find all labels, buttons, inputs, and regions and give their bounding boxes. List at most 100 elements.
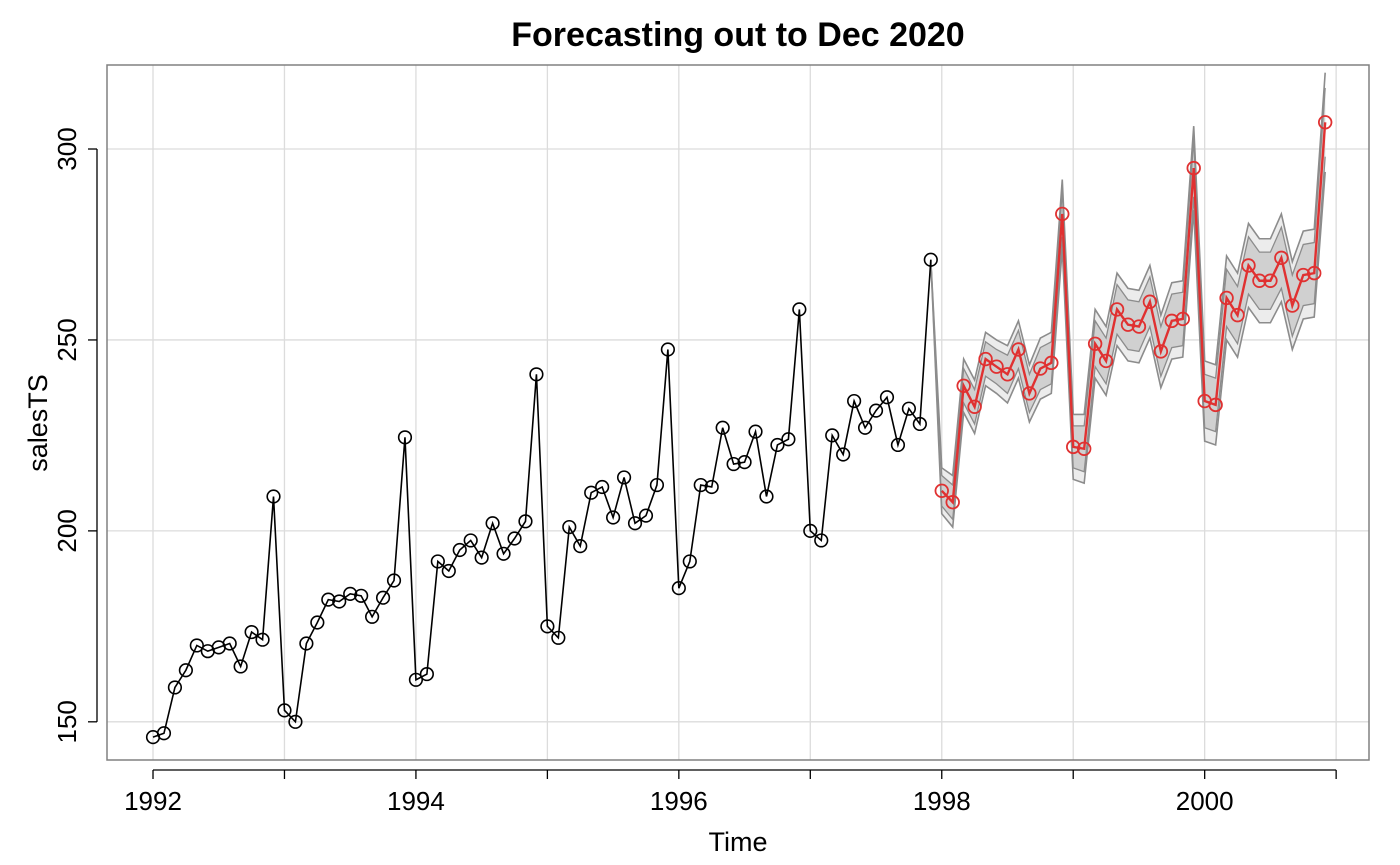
x-axis: 1992 1994 1996 1998 2000 [124,769,1337,816]
observed-point [748,424,763,439]
observed-point [890,437,906,453]
observed-point [803,523,818,538]
observed-point [452,542,467,558]
observed-point [255,632,270,647]
observed-point [595,479,610,495]
observed-point [781,432,796,447]
forecast-point [934,483,949,498]
forecast-point [1033,361,1048,376]
forecast-point [1175,311,1190,327]
forecast-point [1263,273,1278,288]
observed-point [397,430,413,445]
grid-lines [107,65,1369,760]
observed-point [792,302,807,317]
forecast-point [1285,298,1300,313]
band-95-lower [930,171,1326,530]
forecast-point [1274,250,1289,266]
forecast-point [1317,115,1333,130]
band-95-upper [930,72,1326,477]
prediction-interval-80 [930,87,1326,522]
forecast-point [1219,290,1234,306]
observed-point [660,342,675,357]
forecast-point [1131,319,1147,334]
observed-point [693,477,708,493]
forecast-point [956,378,971,393]
observed-point [321,592,336,607]
observed-point [923,252,938,267]
band-80-area [930,87,1326,520]
observed-point [551,630,566,645]
observed-point [912,416,927,432]
observed-point [485,516,500,531]
observed-point [365,609,380,624]
observed-point [474,550,489,565]
forecast-point [1208,397,1223,413]
forecast-point [1296,267,1311,283]
observed-point [847,393,862,409]
observed-point [167,680,183,695]
observed-point [671,581,686,596]
observed-line [152,259,932,738]
observed-point [616,470,632,485]
observed-point [408,672,424,687]
observed-point [441,563,456,579]
forecast-point [1252,273,1267,288]
observed-point [189,638,204,653]
forecast-point [1055,206,1070,222]
observed-point [178,663,193,678]
forecast-point [945,495,960,510]
observed-point [507,531,522,546]
forecast-point [1109,302,1125,317]
observed-point [606,510,621,525]
forecast-point [1241,258,1256,273]
observed-point [233,659,248,674]
observed-point [332,594,347,609]
observed-point [244,624,259,640]
forecast-point [1076,441,1092,456]
observed-point [879,390,895,405]
y-axis: 150 200 250 300 [52,127,98,744]
forecast-point [978,351,993,367]
observed-series [145,252,938,745]
forecast-point [1022,386,1037,401]
observed-point [814,533,829,548]
forecast-point [1066,439,1081,455]
observed-point [649,477,665,493]
observed-point [759,489,774,504]
observed-point [354,588,369,603]
forecast-point [1044,355,1059,371]
observed-point [573,539,588,554]
observed-point [682,554,697,569]
y-tick-label: 300 [52,127,82,170]
observed-point [222,636,237,651]
band-80-lower [930,156,1326,522]
forecast-point [1000,367,1015,382]
observed-point [343,586,358,601]
x-tick-label: 1998 [913,786,971,816]
y-tick-label: 150 [52,700,82,743]
x-tick-label: 1996 [650,786,708,816]
observed-point [518,514,533,529]
band-80-upper [930,87,1326,487]
observed-point [430,554,445,569]
chart-title: Forecasting out to Dec 2020 [511,16,964,54]
forecast-point [1307,265,1322,281]
forecast-point [1087,336,1103,351]
observed-point [726,456,741,472]
observed-point [288,714,303,729]
observed-point [299,636,314,651]
forecast-point [1142,294,1158,309]
observed-point [836,447,851,462]
observed-point [277,703,292,718]
x-axis-title: Time [709,827,768,857]
x-tick-label: 1994 [387,786,445,816]
observed-point [901,401,916,416]
observed-point [419,666,434,682]
observed-point [770,437,785,453]
y-tick-label: 200 [52,509,82,552]
y-tick-label: 250 [52,318,82,361]
observed-point [266,489,281,504]
forecast-point [1230,307,1245,323]
observed-point [584,485,599,500]
